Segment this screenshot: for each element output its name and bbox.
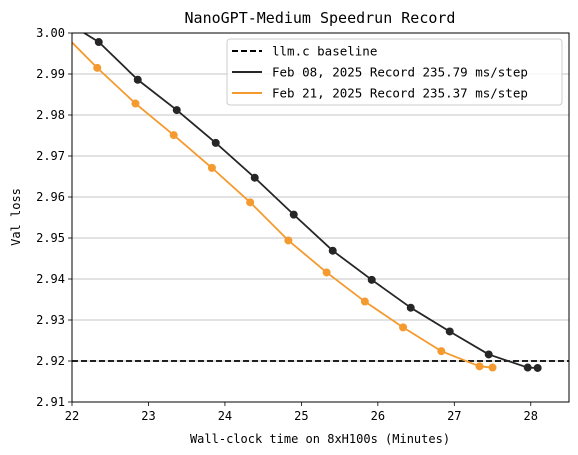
y-tick-label: 2.97 (36, 149, 65, 163)
y-tick-label: 3.00 (36, 26, 65, 40)
y-axis-ticks: 2.91 2.92 2.93 2.94 2.95 2.96 2.97 2.98 2.99 3.00 (36, 26, 72, 409)
data-point-feb08 (133, 75, 142, 84)
data-point-feb08 (406, 303, 415, 312)
data-point-feb21 (131, 99, 140, 108)
y-tick-label: 2.96 (36, 190, 65, 204)
data-point-feb08 (289, 210, 298, 219)
data-point-feb08 (250, 173, 259, 182)
x-tick-label: 23 (141, 409, 155, 423)
x-axis-label: Wall-clock time on 8xH100s (Minutes) (190, 432, 450, 446)
data-point-feb21 (207, 163, 216, 172)
data-point-feb08 (367, 275, 376, 284)
data-point-feb21 (284, 236, 293, 245)
x-axis-ticks: 22 23 24 25 26 27 28 (65, 402, 538, 423)
data-point-feb08 (328, 246, 337, 255)
data-point-feb21 (322, 268, 331, 277)
y-tick-label: 2.92 (36, 354, 65, 368)
y-tick-label: 2.93 (36, 313, 65, 327)
y-axis-label: Val loss (9, 188, 23, 246)
data-point-feb21 (360, 297, 369, 306)
data-point-feb08 (172, 106, 181, 115)
data-point-feb08 (211, 138, 220, 147)
x-tick-label: 28 (524, 409, 538, 423)
data-point-feb21 (488, 363, 497, 372)
y-tick-label: 2.94 (36, 272, 65, 286)
data-point-feb08 (533, 363, 542, 372)
data-point-feb08 (445, 327, 454, 336)
y-tick-label: 2.98 (36, 108, 65, 122)
data-point-feb21 (475, 362, 484, 371)
legend-label-feb21: Feb 21, 2025 Record 235.37 ms/step (272, 86, 528, 101)
x-tick-label: 27 (447, 409, 461, 423)
y-tick-label: 2.91 (36, 395, 65, 409)
data-point-feb21 (246, 198, 255, 207)
legend-label-baseline: llm.c baseline (272, 44, 377, 59)
x-tick-label: 25 (294, 409, 308, 423)
x-tick-label: 22 (65, 409, 79, 423)
y-tick-label: 2.95 (36, 231, 65, 245)
plot-frame (71, 32, 570, 403)
series-line-feb08 (82, 33, 538, 369)
legend-label-feb08: Feb 08, 2025 Record 235.79 ms/step (272, 65, 528, 80)
data-point-feb21 (93, 63, 102, 72)
x-tick-label: 26 (371, 409, 385, 423)
data-point-feb21 (437, 347, 446, 356)
chart-title: NanoGPT-Medium Speedrun Record (185, 9, 456, 27)
marker-layer (93, 38, 542, 372)
data-point-feb21 (399, 323, 408, 332)
legend: llm.c baseline Feb 08, 2025 Record 235.7… (226, 38, 563, 106)
x-tick-label: 24 (218, 409, 232, 423)
y-tick-label: 2.99 (36, 67, 65, 81)
data-point-feb08 (94, 38, 103, 47)
data-point-feb21 (169, 131, 178, 140)
legend-box (226, 38, 563, 106)
data-point-feb08 (523, 363, 532, 372)
data-point-feb08 (484, 350, 493, 359)
